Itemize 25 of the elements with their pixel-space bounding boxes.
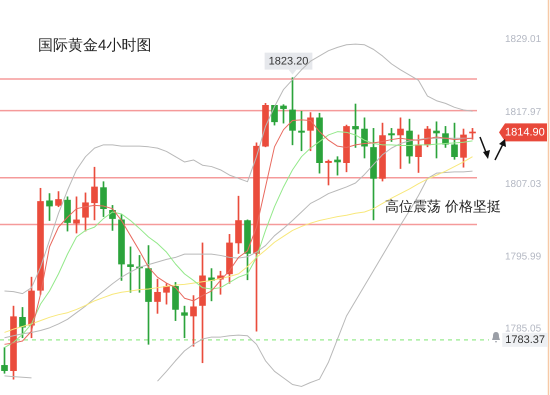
annotation: 1823.20 [268, 56, 308, 68]
candlestick [127, 246, 134, 293]
candlestick [397, 118, 404, 169]
candlestick [181, 306, 188, 338]
candlestick [352, 104, 359, 148]
candlestick [280, 104, 287, 124]
y-tick-label: 1795.99 [505, 252, 542, 263]
annotation: 高位震荡 价格坚挺 [385, 198, 501, 216]
candlestick [1, 347, 8, 374]
candlestick [334, 156, 341, 176]
candlestick [73, 196, 80, 234]
candlestick [433, 121, 440, 158]
ref-line-label: 1783.37 [505, 334, 546, 346]
candlestick [298, 110, 305, 152]
y-tick-label: 1817.97 [505, 106, 542, 118]
y-tick-label: 1829.01 [505, 34, 542, 46]
text: 国际黄金4小时图 [38, 36, 152, 55]
y-tick-label: 1807.03 [505, 178, 542, 190]
candlestick [190, 295, 197, 347]
candlestick [469, 128, 476, 140]
candlestick [46, 193, 53, 221]
candlestick [325, 160, 332, 186]
candlestick [388, 128, 395, 142]
y-tick-label: 1785.05 [505, 324, 542, 335]
text: 1814.90 [505, 126, 545, 138]
